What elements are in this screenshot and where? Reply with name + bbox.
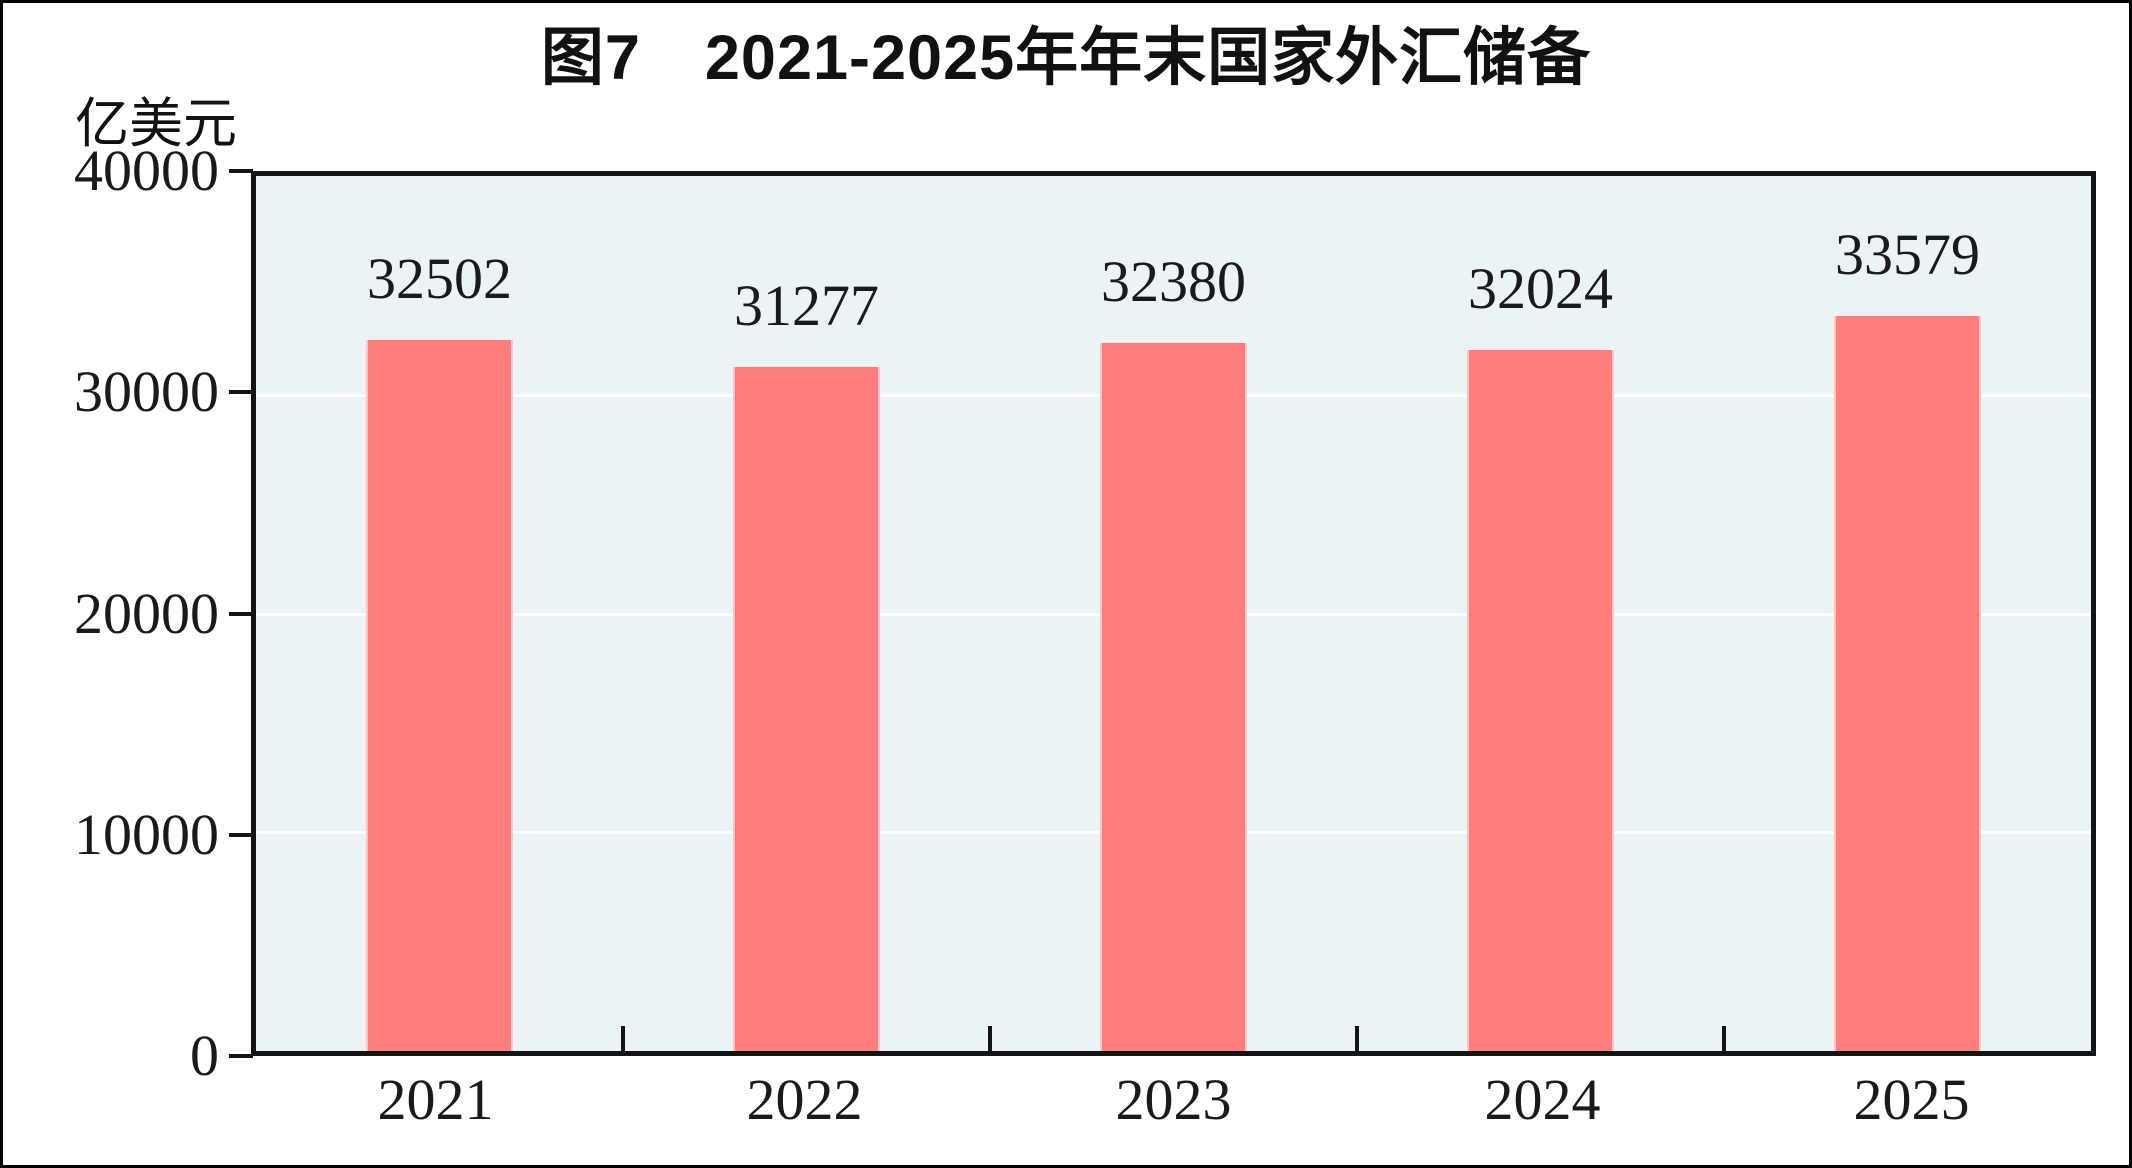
chart-title: 图7 2021-2025年年末国家外汇储备	[540, 23, 1592, 93]
bars-layer: 32502 31277 32380 32024 33579	[256, 176, 2091, 1051]
x-axis-label-2025: 2025	[1853, 1067, 1970, 1132]
y-tick-label-40000: 40000	[74, 138, 219, 203]
x-axis-label-2022: 2022	[746, 1067, 863, 1132]
bar-value-label-2025: 33579	[1835, 222, 1980, 288]
y-tick-mark-20000	[229, 611, 253, 616]
y-tick-mark-10000	[229, 832, 253, 837]
bar-2023	[1100, 342, 1247, 1051]
category-slot-2021: 32502	[256, 176, 623, 1051]
category-slot-2023: 32380	[990, 176, 1357, 1051]
bar-2022	[733, 366, 880, 1051]
y-tick-label-30000: 30000	[74, 359, 219, 425]
bar-2024	[1467, 350, 1614, 1051]
x-axis-tick-2	[988, 1026, 992, 1051]
category-slot-2022: 31277	[623, 176, 990, 1051]
y-tick-mark-0	[229, 1054, 253, 1058]
y-tick-label-20000: 20000	[74, 580, 219, 646]
x-axis-label-2024: 2024	[1484, 1067, 1601, 1132]
bar-value-label-2021: 32502	[367, 246, 512, 312]
bar-2021	[366, 340, 513, 1051]
category-slot-2024: 32024	[1357, 176, 1724, 1051]
y-tick-label-0: 0	[190, 1023, 219, 1088]
bar-value-label-2022: 31277	[734, 272, 879, 338]
x-axis-label-2021: 2021	[377, 1067, 494, 1132]
y-tick-label-10000: 10000	[74, 801, 219, 867]
x-axis-tick-3	[1355, 1026, 1359, 1051]
x-axis-label-2023: 2023	[1115, 1067, 1232, 1132]
bar-value-label-2024: 32024	[1468, 256, 1613, 322]
plot-area: 32502 31277 32380 32024 33579	[251, 171, 2096, 1056]
x-axis-labels: 2021 2022 2023 2024 2025	[251, 1071, 2096, 1129]
category-slot-2025: 33579	[1724, 176, 2091, 1051]
y-tick-mark-40000	[229, 169, 253, 173]
y-axis: 0 10000 20000 30000 40000	[3, 3, 253, 1165]
plot-inner: 32502 31277 32380 32024 33579	[256, 176, 2091, 1051]
x-axis-tick-4	[1722, 1026, 1726, 1051]
x-axis-tick-1	[621, 1026, 625, 1051]
bar-2025	[1834, 316, 1981, 1051]
bar-value-label-2023: 32380	[1101, 248, 1246, 314]
y-tick-mark-30000	[229, 390, 253, 395]
y-axis-unit-label: 亿美元	[75, 94, 237, 154]
